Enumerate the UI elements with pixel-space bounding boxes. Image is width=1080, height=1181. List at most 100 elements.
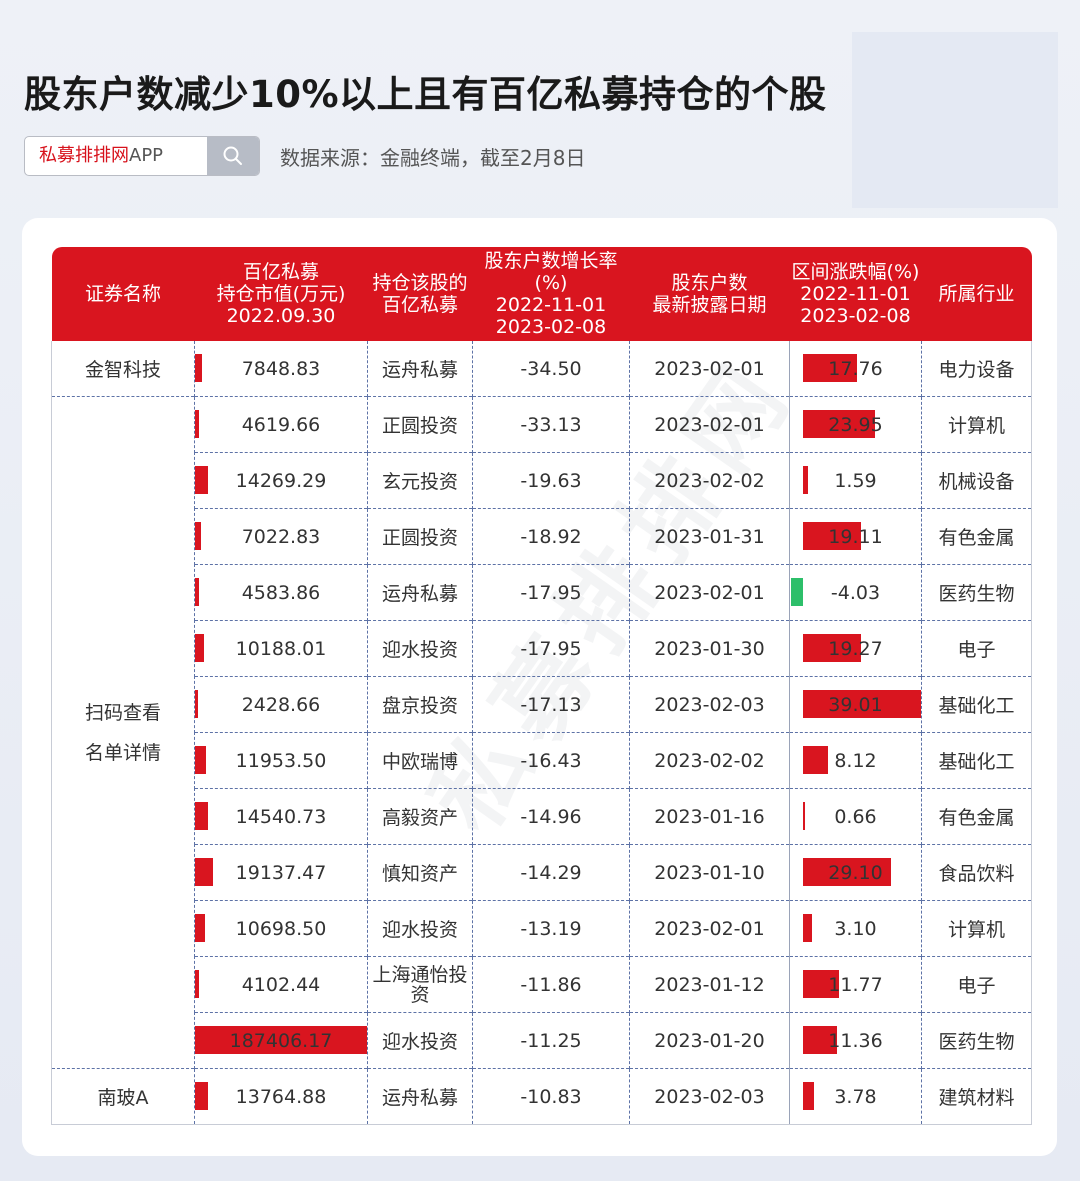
cell-growth: -17.95 [472,620,630,677]
table-row: 2428.66 盘京投资 -17.13 2023-02-03 39.01 基础化工 [52,676,1032,733]
cell-fund: 中欧瑞博 [367,732,473,789]
cell-change: -4.03 [789,564,922,621]
cell-change: 23.95 [789,396,922,453]
cell-date: 2023-01-20 [629,1012,790,1069]
cell-market-value: 2428.66 [194,676,368,733]
cell-growth: -17.13 [472,676,630,733]
cell-date: 2023-01-12 [629,956,790,1013]
cell-growth: -18.92 [472,508,630,565]
cell-market-value: 10698.50 [194,900,368,957]
header-change: 区间涨跌幅(%) 2022-11-01 2023-02-08 [789,247,922,341]
cell-date: 2023-01-10 [629,844,790,901]
market-value-bar [195,914,205,942]
cell-fund: 迎水投资 [367,900,473,957]
change-label: 23.95 [828,413,883,436]
cell-fund: 运舟私募 [367,1068,473,1125]
table-row: 4102.44 上海通怡投资 -11.86 2023-01-12 11.77 电子 [52,956,1032,1013]
change-label: 11.36 [828,1029,883,1052]
change-bar [803,858,892,886]
cell-growth: -16.43 [472,732,630,789]
cell-change: 17.76 [789,341,922,397]
change-bar [803,802,805,830]
cell-market-value: 14540.73 [194,788,368,845]
market-value-bar [195,802,209,830]
change-bar [803,466,808,494]
change-label: 17.76 [828,357,883,380]
cell-change: 11.77 [789,956,922,1013]
cell-growth: -17.95 [472,564,630,621]
cell-growth: -10.83 [472,1068,630,1125]
cell-change: 1.59 [789,452,922,509]
cell-change: 29.10 [789,844,922,901]
cell-growth: -14.96 [472,788,630,845]
cell-name: 金智科技 [51,341,195,397]
cell-growth: -11.86 [472,956,630,1013]
cell-date: 2023-02-02 [629,732,790,789]
table-row: 14269.29 玄元投资 -19.63 2023-02-02 1.59 机械设备 [52,452,1032,509]
change-label: 19.27 [828,637,883,660]
market-value-label: 14269.29 [235,469,327,492]
cell-fund: 慎知资产 [367,844,473,901]
search-button[interactable] [207,137,259,175]
cell-name-merged: 扫码查看 名单详情 [51,396,195,1069]
table-row: 4583.86 运舟私募 -17.95 2023-02-01 -4.03 医药生物 [52,564,1032,621]
market-value-label: 2428.66 [241,693,321,716]
market-value-label: 14540.73 [235,805,327,828]
cell-market-value: 7022.83 [194,508,368,565]
cell-industry: 电力设备 [921,341,1032,397]
table-header-row: 证券名称 百亿私募 持仓市值(万元) 2022.09.30 持仓该股的 百亿私募 股东… [51,247,1032,341]
cell-industry: 有色金属 [921,788,1032,845]
search-brand: 私募排排网 [39,145,129,166]
change-label: 39.01 [828,693,883,716]
cell-market-value: 4102.44 [194,956,368,1013]
cell-market-value: 4619.66 [194,396,368,453]
cell-change: 19.27 [789,620,922,677]
cell-growth: -34.50 [472,341,630,397]
change-label: 19.11 [828,525,883,548]
change-label: -4.03 [830,581,881,604]
header-market-value: 百亿私募 持仓市值(万元) 2022.09.30 [194,247,368,341]
cell-fund: 正圆投资 [367,396,473,453]
cell-growth: -33.13 [472,396,630,453]
cell-fund: 正圆投资 [367,508,473,565]
cell-market-value: 4583.86 [194,564,368,621]
header-growth: 股东户数增长率 (%) 2022-11-01 2023-02-08 [472,247,630,341]
market-value-label: 19137.47 [235,861,327,884]
market-value-bar [195,522,202,550]
market-value-label: 13764.88 [235,1085,327,1108]
table-row: 南玻A 13764.88 运舟私募 -10.83 2023-02-03 3.78 建筑材料 [51,1068,1032,1125]
search-box[interactable]: 私募排排网APP [24,136,260,176]
market-value-bar [195,690,198,718]
header-date: 股东户数 最新披露日期 [629,247,790,341]
data-source-note: 数据来源：金融终端，截至2月8日 [280,145,586,170]
change-label: 1.59 [834,469,877,492]
cell-industry: 医药生物 [921,564,1032,621]
table-row: 金智科技 7848.83 运舟私募 -34.50 2023-02-01 17.76 电力设备 [51,341,1032,397]
cell-industry: 基础化工 [921,732,1032,789]
cell-date: 2023-01-30 [629,620,790,677]
change-bar [803,522,861,550]
table-row: 11953.50 中欧瑞博 -16.43 2023-02-02 8.12 基础化工 [52,732,1032,789]
table-row: 扫码查看 名单详情 4619.66 正圆投资 -33.13 2023-02-01 23.95… [51,396,1032,1069]
market-value-bar [195,578,200,606]
cell-industry: 基础化工 [921,676,1032,733]
cell-change: 3.78 [789,1068,922,1125]
cell-industry: 机械设备 [921,452,1032,509]
header-fund: 持仓该股的 百亿私募 [367,247,473,341]
cell-change: 8.12 [789,732,922,789]
market-value-bar [195,1026,367,1054]
market-value-bar [195,970,199,998]
change-label: 8.12 [834,749,877,772]
search-icon [223,146,242,165]
cell-fund: 高毅资产 [367,788,473,845]
search-input[interactable]: 私募排排网APP [25,137,207,175]
market-value-bar [195,1082,208,1110]
cell-fund: 玄元投资 [367,452,473,509]
cell-industry: 计算机 [921,900,1032,957]
market-value-bar [195,858,213,886]
cell-growth: -13.19 [472,900,630,957]
change-bar [803,410,876,438]
cell-date: 2023-01-31 [629,508,790,565]
market-value-label: 11953.50 [235,749,327,772]
change-bar [803,1082,815,1110]
